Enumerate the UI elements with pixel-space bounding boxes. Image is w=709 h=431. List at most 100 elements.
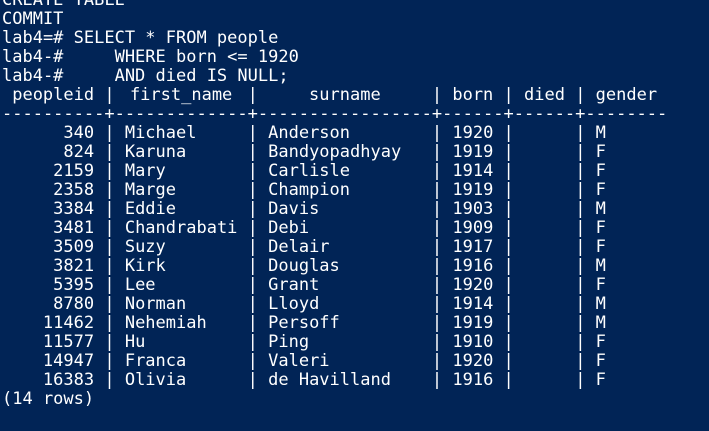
cell-born: 1910: [442, 333, 494, 352]
cell-peopleid: 3481: [53, 219, 105, 238]
column-separator: |: [503, 181, 514, 200]
cell-died: [514, 276, 575, 295]
table-row: 340 | Michael | Anderson | 1920 | | M: [2, 124, 709, 143]
column-separator: |: [104, 86, 115, 105]
column-separator: |: [575, 86, 586, 105]
column-separator: |: [575, 124, 586, 143]
column-separator: |: [247, 314, 258, 333]
cell-born: 1909: [442, 219, 494, 238]
cell-peopleid: 5395: [53, 276, 105, 295]
column-separator: |: [431, 295, 443, 314]
table-row: 11462 | Nehemiah | Persoff | 1919 | | M: [2, 314, 709, 333]
cell-gender: F: [585, 143, 606, 162]
terminal-output[interactable]: CREATE TABLE COMMIT lab4=# SELECT * FROM…: [2, 0, 709, 409]
column-separator: |: [104, 333, 115, 352]
cell-gender: F: [585, 371, 606, 390]
column-separator: |: [575, 219, 586, 238]
column-separator: |: [247, 219, 258, 238]
cell-gender: F: [585, 219, 606, 238]
column-separator: |: [503, 352, 514, 371]
cell-surname: Grant: [257, 276, 320, 295]
column-separator: |: [503, 219, 514, 238]
column-separator: |: [503, 276, 514, 295]
cell-peopleid: 16383: [42, 371, 105, 390]
column-separator: |: [575, 295, 586, 314]
cell-peopleid: 3384: [53, 200, 105, 219]
cell-gender: M: [585, 257, 606, 276]
column-separator: |: [104, 314, 115, 333]
cell-died: [514, 124, 575, 143]
table-row: 3821 | Kirk | Douglas | 1916 | | M: [2, 257, 709, 276]
cell-peopleid: 3509: [53, 238, 105, 257]
column-separator: |: [247, 371, 258, 390]
cell-born: 1920: [442, 124, 494, 143]
column-separator: |: [575, 276, 586, 295]
cell-first-name: Kirk: [114, 257, 166, 276]
column-separator: |: [104, 276, 115, 295]
column-separator: |: [503, 238, 514, 257]
column-separator: |: [575, 238, 586, 257]
column-separator: |: [503, 295, 514, 314]
table-row: 11577 | Hu | Ping | 1910 | | F: [2, 333, 709, 352]
table-row: 16383 | Olivia | de Havilland | 1916 | | F: [2, 371, 709, 390]
column-separator: |: [431, 86, 443, 105]
column-separator: |: [431, 181, 443, 200]
cell-died: [514, 162, 575, 181]
column-separator: |: [431, 276, 443, 295]
column-separator: |: [503, 314, 514, 333]
table-row: 3509 | Suzy | Delair | 1917 | | F: [2, 238, 709, 257]
table-row: 2358 | Marge | Champion | 1919 | | F: [2, 181, 709, 200]
column-separator: |: [104, 238, 115, 257]
table-row: 3384 | Eddie | Davis | 1903 | | M: [2, 200, 709, 219]
cell-died: [514, 333, 575, 352]
cell-surname: Valeri: [257, 352, 330, 371]
cell-first-name: Michael: [114, 124, 197, 143]
column-separator: |: [104, 124, 115, 143]
cell-surname: Persoff: [257, 314, 340, 333]
column-separator: |: [575, 162, 586, 181]
cell-first-name: Olivia: [114, 371, 187, 390]
column-separator: |: [503, 371, 514, 390]
cell-gender: M: [585, 124, 606, 143]
terminal-line: lab4-# WHERE born <= 1920: [2, 48, 299, 67]
column-separator: |: [575, 352, 586, 371]
table-header-separator: ----------+-------------+---------------…: [2, 105, 668, 124]
column-separator: |: [503, 124, 514, 143]
cell-died: [514, 314, 575, 333]
column-separator: |: [431, 162, 443, 181]
cell-first-name: Hu: [114, 333, 146, 352]
column-separator: |: [247, 333, 258, 352]
column-separator: |: [431, 124, 443, 143]
cell-peopleid: 824: [63, 143, 105, 162]
cell-surname: Anderson: [257, 124, 351, 143]
cell-born: 1919: [442, 143, 494, 162]
cell-first-name: Norman: [114, 295, 187, 314]
cell-died: [514, 200, 575, 219]
cell-peopleid: 340: [63, 124, 105, 143]
row-count: (14 rows): [2, 390, 95, 409]
column-header-gender: gender: [595, 86, 658, 105]
column-header-surname: surname: [309, 86, 381, 105]
cell-born: 1919: [442, 314, 494, 333]
column-separator: |: [503, 143, 514, 162]
column-separator: |: [104, 219, 115, 238]
column-separator: |: [431, 257, 443, 276]
column-separator: |: [104, 200, 115, 219]
cell-died: [514, 371, 575, 390]
cell-died: [514, 257, 575, 276]
cell-born: 1920: [442, 276, 494, 295]
table-row: 14947 | Franca | Valeri | 1920 | | F: [2, 352, 709, 371]
column-separator: |: [431, 200, 443, 219]
cell-born: 1919: [442, 181, 494, 200]
cell-surname: Douglas: [257, 257, 340, 276]
column-header-died: died: [524, 86, 565, 105]
cell-peopleid: 2358: [53, 181, 105, 200]
column-separator: |: [503, 257, 514, 276]
cell-gender: F: [585, 181, 606, 200]
cell-peopleid: 3821: [53, 257, 105, 276]
table-row: 2159 | Mary | Carlisle | 1914 | | F: [2, 162, 709, 181]
column-separator: |: [575, 333, 586, 352]
table-body: 340 | Michael | Anderson | 1920 | | M 824 | …: [2, 124, 709, 390]
cell-gender: M: [585, 314, 606, 333]
terminal-line: lab4-# AND died IS NULL;: [2, 67, 289, 86]
